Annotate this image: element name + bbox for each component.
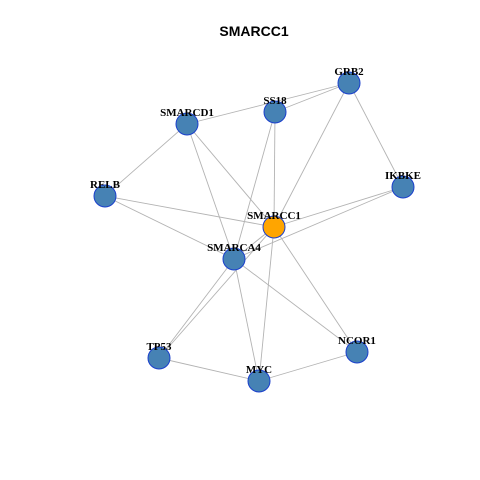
edge-smarca4-ikbke [233,186,404,260]
edge-smarcc1-ss18 [273,111,276,228]
edge-smarca4-myc [233,258,260,382]
node-label-smarcd1: SMARCD1 [160,107,214,119]
edge-ss18-smarca4 [233,111,276,260]
node-relb[interactable] [93,184,117,208]
node-smarcd1[interactable] [175,112,199,136]
edge-smarcd1-smarca4 [186,123,235,260]
node-layer [93,71,415,393]
edge-smarcc1-grb2 [273,82,350,228]
node-label-grb2: GRB2 [334,66,364,78]
node-smarcc1[interactable] [262,215,286,239]
edge-smarcc1-relb [104,195,275,228]
node-label-ikbke: IKBKE [385,170,421,182]
edge-smarcc1-ncor1 [273,226,358,353]
edge-relb-smarca4 [104,195,235,260]
node-label-myc: MYC [246,364,272,376]
edge-smarcc1-smarcd1 [186,123,275,228]
node-tp53[interactable] [147,346,171,370]
node-ss18[interactable] [263,100,287,124]
edge-grb2-ikbke [348,82,404,188]
edge-smarcd1-relb [104,123,188,197]
node-label-ss18: SS18 [263,95,287,107]
diagram-title: SMARCC1 [219,23,288,39]
edge-tp53-smarcc1 [158,226,275,359]
node-label-relb: RELB [90,179,121,191]
edge-smarcc1-myc [258,226,275,382]
edge-smarca4-tp53 [158,258,235,359]
node-smarca4[interactable] [222,247,246,271]
node-ikbke[interactable] [391,175,415,199]
node-label-smarcc1: SMARCC1 [247,210,301,222]
node-label-tp53: TP53 [146,341,172,353]
node-ncor1[interactable] [345,340,369,364]
edge-myc-ncor1 [258,351,358,382]
edge-ss18-grb2 [274,82,350,113]
node-label-smarca4: SMARCA4 [207,242,261,254]
node-label-ncor1: NCOR1 [338,335,376,347]
edge-smarca4-ncor1 [233,258,358,353]
node-grb2[interactable] [337,71,361,95]
label-layer: SMARCC1 GRB2 SS18 SMARCD1 RELB IKBKE SMARCA4 TP… [90,66,421,376]
edge-smarcc1-ikbke [273,186,404,228]
node-myc[interactable] [247,369,271,393]
edge-tp53-myc [158,357,260,382]
